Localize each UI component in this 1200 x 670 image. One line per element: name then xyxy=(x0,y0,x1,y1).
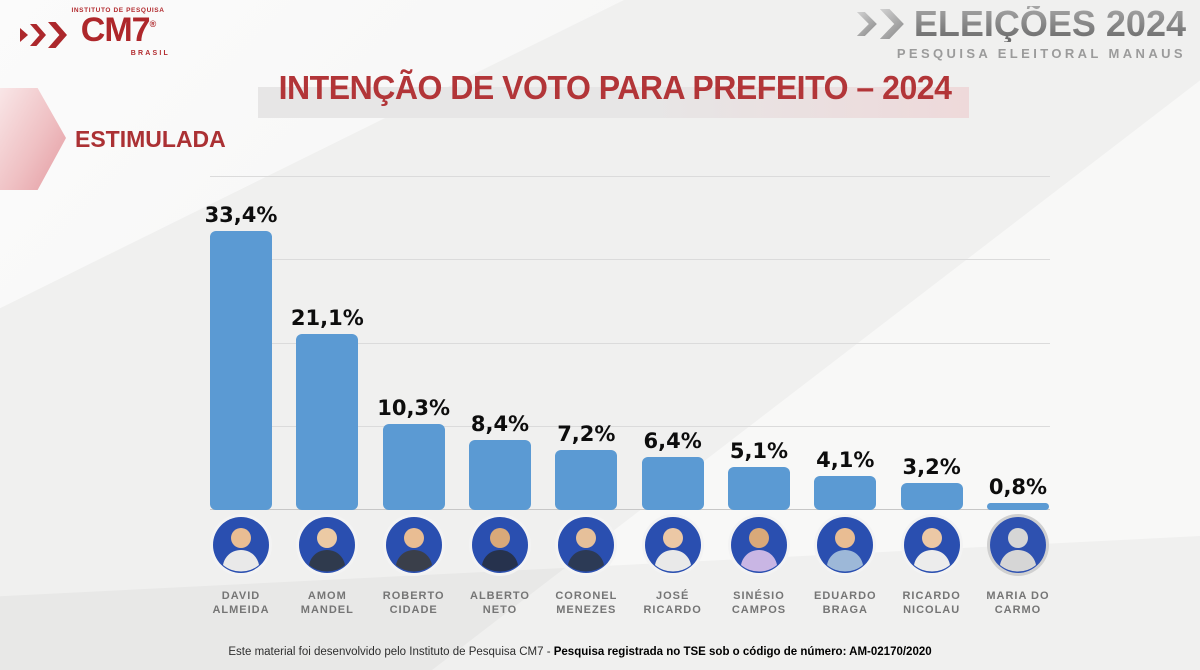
candidate-column: 10,3% ROBERTO CIDADE xyxy=(377,176,450,636)
bar-value-label: 5,1% xyxy=(729,439,789,464)
elections-title: ELEIÇÕES 2024 xyxy=(913,3,1186,44)
candidate-avatar xyxy=(558,517,615,573)
candidate-column: 7,2% CORONEL MENEZES xyxy=(555,176,618,636)
page-title: INTENÇÃO DE VOTO PARA PREFEITO – 2024 xyxy=(278,69,952,106)
bar xyxy=(814,475,877,510)
bar-value-label: 10,3% xyxy=(377,396,451,420)
candidate-avatar xyxy=(213,517,269,573)
gridline-10 xyxy=(210,426,1050,427)
candidate-avatar xyxy=(817,517,874,573)
candidate-avatar xyxy=(299,517,356,573)
candidate-column: 33,4% DAVID ALMEIDA xyxy=(205,176,278,636)
candidate-column: 21,1% AMOM MANDEL xyxy=(291,176,364,636)
candidate-column: 3,2% RICARDO NICOLAU xyxy=(900,176,963,636)
candidate-name: RICARDO NICOLAU xyxy=(902,590,961,617)
elections-subtitle: PESQUISA ELEITORAL MANAUS xyxy=(896,46,1186,61)
logo-country: BRASIL xyxy=(130,50,170,57)
candidate-avatar xyxy=(903,517,960,573)
candidate-avatar xyxy=(730,517,787,573)
gridline-40 xyxy=(210,176,1050,177)
bar xyxy=(210,231,272,510)
bar xyxy=(900,483,963,510)
candidate-name: CORONEL MENEZES xyxy=(555,590,618,617)
candidate-name: JOSÉ RICARDO xyxy=(643,590,702,617)
candidate-column: 5,1% SINÉSIO CAMPOS xyxy=(727,176,790,636)
candidate-column: 0,8% MARIA DO CARMO xyxy=(986,176,1049,636)
bar-value-label: 0,8% xyxy=(988,475,1048,500)
candidate-name: ROBERTO CIDADE xyxy=(382,590,445,617)
candidate-name: EDUARDO BRAGA xyxy=(813,590,877,617)
bar xyxy=(296,333,359,510)
footer-text: Este material foi desenvolvido pelo Inst… xyxy=(228,646,554,658)
candidate-avatar xyxy=(471,517,528,573)
bar xyxy=(382,424,445,510)
candidate-column: 8,4% ALBERTO NETO xyxy=(468,176,531,636)
bar-value-label: 6,4% xyxy=(643,428,702,453)
candidate-avatar xyxy=(989,517,1046,573)
candidate-avatar xyxy=(644,517,701,573)
bar xyxy=(555,449,618,510)
footer-registration: Pesquisa registrada no TSE sob o código … xyxy=(553,646,932,658)
bar-value-label: 33,4% xyxy=(204,203,278,228)
candidate-avatar xyxy=(385,517,442,573)
candidate-name: AMOM MANDEL xyxy=(300,590,354,617)
columns-layer: 33,4% DAVID ALMEIDA 21,1% AMOM MAND xyxy=(205,176,1050,636)
logo-chevrons-icon xyxy=(20,22,67,48)
bar-value-label: 8,4% xyxy=(470,411,530,436)
chart-plot-area xyxy=(210,176,1050,510)
registered-mark: ® xyxy=(149,19,157,29)
bar-value-label: 7,2% xyxy=(557,421,616,446)
title-band xyxy=(258,87,969,118)
candidate-name: ALBERTO NETO xyxy=(470,590,530,617)
candidate-column: 6,4% JOSÉ RICARDO xyxy=(641,176,704,636)
logo-institute-line: INSTITUTO DE PESQUISA xyxy=(71,7,165,14)
candidate-name: SINÉSIO CAMPOS xyxy=(731,590,787,617)
section-label: ESTIMULADA xyxy=(75,126,226,152)
cm7-logo: INSTITUTO DE PESQUISA CM7® BRASIL xyxy=(20,4,170,62)
bar-value-label: 3,2% xyxy=(902,455,961,480)
bar-value-label: 4,1% xyxy=(816,447,875,472)
bar xyxy=(727,467,790,510)
bar-value-label: 21,1% xyxy=(290,305,364,330)
candidate-name: MARIA DO CARMO xyxy=(986,590,1050,617)
candidate-column: 4,1% EDUARDO BRAGA xyxy=(814,176,877,636)
baseline xyxy=(210,509,1050,510)
header-right: ELEIÇÕES 2024 PESQUISA ELEITORAL MANAUS xyxy=(856,3,1186,61)
candidate-name: DAVID ALMEIDA xyxy=(212,590,270,617)
gridline-30 xyxy=(210,259,1050,260)
bar xyxy=(641,456,704,510)
bar xyxy=(986,503,1049,510)
silver-chevrons-icon xyxy=(856,9,904,39)
gridline-20 xyxy=(210,343,1050,344)
logo-name: CM7® xyxy=(80,11,157,49)
footer-note: Este material foi desenvolvido pelo Inst… xyxy=(20,646,1140,658)
bar xyxy=(468,439,531,510)
